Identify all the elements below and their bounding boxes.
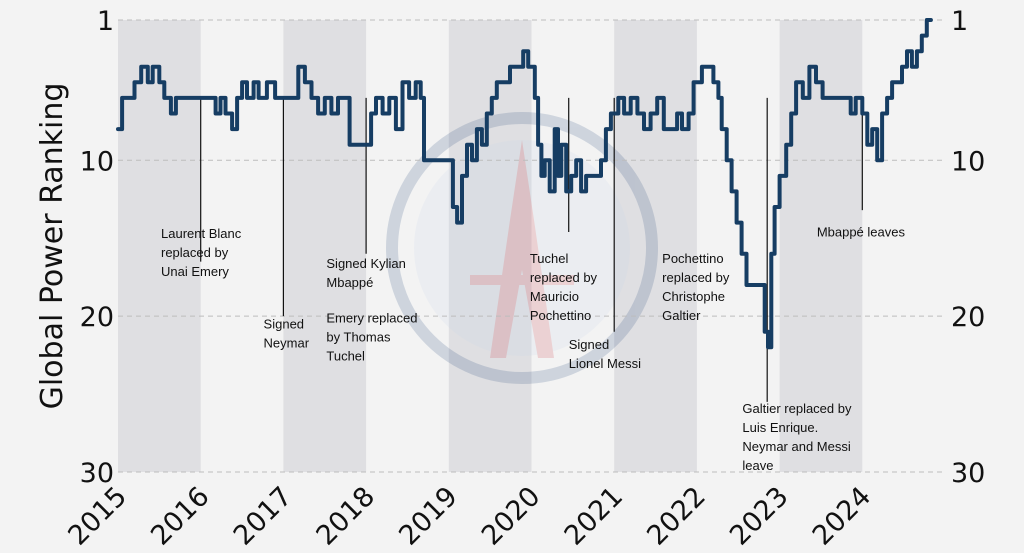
shaded-band-2	[448, 20, 532, 472]
annotation-0-line-2: Unai Emery	[161, 264, 229, 279]
annotation-2-line-0: Signed Kylian	[326, 256, 406, 271]
annotation-7: Galtier replaced by Luis Enrique. Neymar a…	[742, 401, 852, 473]
annotation-7-line-2: Neymar and Messi	[742, 439, 850, 454]
annotation-6-line-0: Pochettino	[662, 251, 723, 266]
ranking-series-line	[116, 18, 933, 350]
annotation-2: Signed Kylian Mbappé	[326, 256, 406, 290]
y-tick-right-3: 30	[951, 458, 985, 489]
annotation-4-line-2: Mauricio	[530, 289, 579, 304]
annotation-6-line-2: Christophe	[662, 289, 725, 304]
annotation-0-line-1: replaced by	[161, 245, 229, 260]
annotation-6-line-1: replaced by	[662, 270, 730, 285]
y-tick-right-1: 10	[951, 146, 985, 177]
annotation-7-line-3: leave	[742, 458, 773, 473]
y-tick-left-2: 20	[80, 302, 114, 333]
annotation-5-line-0: Signed	[569, 337, 609, 352]
annotation-7-line-1: Luis Enrique.	[742, 420, 818, 435]
y-tick-left-3: 30	[80, 458, 114, 489]
annotation-1: Signed Neymar	[264, 317, 310, 351]
y-axis-left: 1 10 20 30	[80, 6, 114, 489]
y-tick-right-0: 1	[951, 6, 968, 37]
annotation-lines	[200, 97, 863, 402]
annotation-6: Pochettino replaced by Christophe Galtier	[662, 251, 730, 323]
annotation-labels: Laurent Blanc replaced by Unai Emery Signed…	[161, 225, 905, 473]
annotation-1-line-1: Neymar	[264, 336, 310, 351]
annotation-4-line-1: replaced by	[530, 270, 598, 285]
psg-crest-watermark	[386, 112, 658, 384]
annotation-0-line-0: Laurent Blanc	[161, 226, 242, 241]
y-tick-left-1: 10	[80, 146, 114, 177]
y-tick-right-2: 20	[951, 302, 985, 333]
annotation-5-line-1: Lionel Messi	[569, 356, 641, 371]
y-axis-label: Global Power Ranking	[35, 83, 70, 410]
shaded-bands	[118, 20, 863, 472]
annotation-3-line-1: by Thomas	[326, 329, 391, 344]
annotation-3: Emery replaced by Thomas Tuchel	[326, 310, 417, 363]
annotation-1-line-0: Signed	[264, 317, 304, 332]
annotation-6-line-3: Galtier	[662, 308, 701, 323]
annotation-5: Signed Lionel Messi	[569, 337, 641, 371]
shaded-band-0	[118, 20, 201, 472]
shaded-band-3	[614, 20, 697, 472]
annotation-3-line-2: Tuchel	[326, 348, 365, 363]
annotation-4-line-0: Tuchel	[530, 251, 569, 266]
shaded-band-1	[283, 20, 367, 472]
annotation-8-line-0: Mbappé leaves	[817, 225, 906, 240]
y-axis-right: 1 10 20 30	[951, 6, 985, 489]
annotation-3-line-0: Emery replaced	[326, 310, 417, 325]
annotation-4-line-3: Pochettino	[530, 308, 591, 323]
annotation-7-line-0: Galtier replaced by	[742, 401, 852, 416]
annotation-2-line-1: Mbappé	[326, 275, 373, 290]
y-tick-left-0: 1	[97, 6, 114, 37]
annotation-4: Tuchel replaced by Mauricio Pochettino	[530, 251, 598, 323]
annotation-8: Mbappé leaves	[817, 225, 906, 240]
annotation-0: Laurent Blanc replaced by Unai Emery	[161, 226, 242, 279]
grid-lines	[118, 19, 945, 473]
